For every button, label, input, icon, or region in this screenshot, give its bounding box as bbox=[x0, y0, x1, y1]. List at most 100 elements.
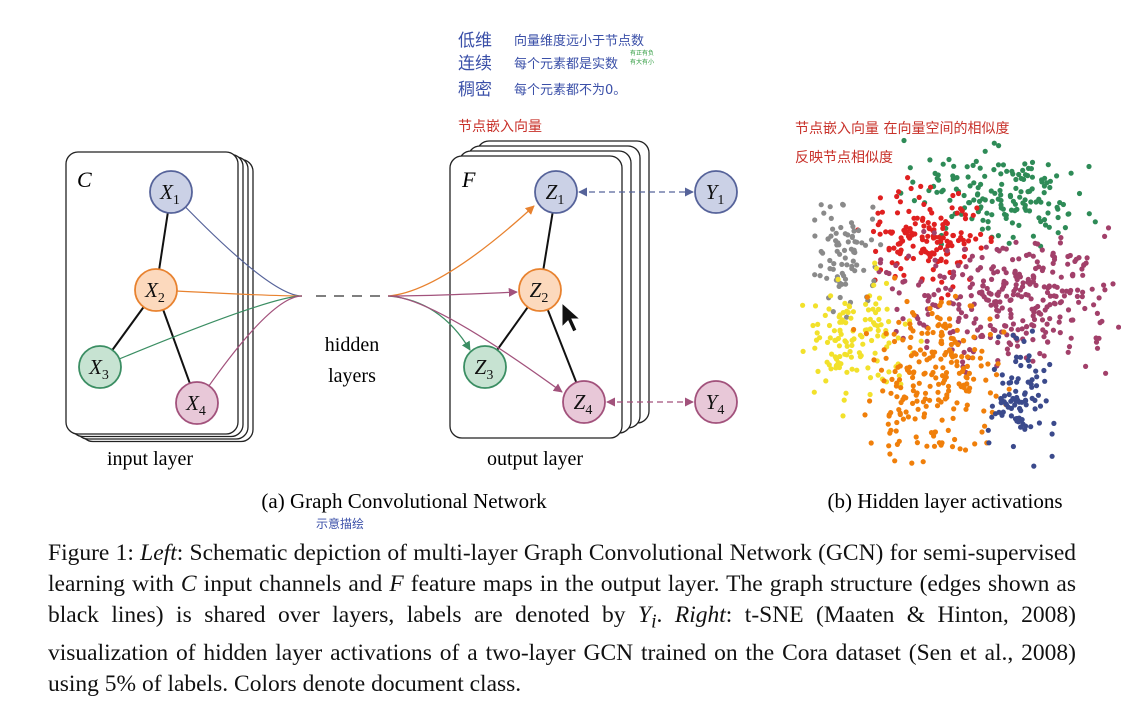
input-node-label-base: X bbox=[144, 278, 159, 302]
tsne-point bbox=[1030, 233, 1036, 239]
tsne-point bbox=[900, 279, 906, 285]
tsne-point bbox=[938, 299, 944, 305]
tsne-point bbox=[910, 243, 916, 249]
tsne-point bbox=[894, 306, 900, 312]
tsne-point bbox=[1033, 383, 1040, 389]
tsne-point bbox=[873, 265, 880, 271]
tsne-point bbox=[908, 325, 914, 331]
tsne-point bbox=[923, 403, 929, 409]
tsne-point bbox=[996, 334, 1002, 340]
tsne-point bbox=[1080, 289, 1086, 295]
tsne-point bbox=[950, 173, 956, 179]
tsne-point bbox=[881, 347, 887, 353]
tsne-point bbox=[921, 411, 928, 417]
tsne-point bbox=[933, 375, 939, 381]
tsne-point bbox=[1076, 190, 1083, 197]
tsne-plot bbox=[800, 137, 1121, 469]
tsne-point bbox=[999, 412, 1005, 418]
tsne-point bbox=[1018, 417, 1024, 423]
tsne-point bbox=[914, 440, 921, 446]
output-node-label: Z1 bbox=[546, 180, 565, 208]
tsne-point bbox=[1054, 284, 1060, 290]
tsne-point bbox=[1041, 334, 1047, 340]
tsne-point bbox=[955, 318, 961, 324]
tsne-point bbox=[968, 293, 974, 299]
tsne-point bbox=[918, 250, 924, 256]
tsne-point bbox=[1089, 286, 1095, 292]
tsne-point bbox=[987, 331, 994, 338]
tsne-point bbox=[876, 295, 883, 301]
tsne-point bbox=[1018, 408, 1024, 414]
tsne-point bbox=[1029, 159, 1036, 165]
tsne-point bbox=[954, 327, 960, 333]
tsne-point bbox=[1062, 225, 1068, 231]
tsne-point bbox=[924, 443, 930, 449]
tsne-point bbox=[862, 412, 868, 418]
tsne-point bbox=[1034, 374, 1040, 380]
tsne-point bbox=[945, 383, 952, 389]
tsne-point bbox=[988, 235, 994, 241]
tsne-point bbox=[800, 302, 806, 308]
tsne-point bbox=[991, 167, 997, 173]
tsne-point bbox=[908, 185, 914, 192]
tsne-point bbox=[940, 380, 946, 386]
tsne-point bbox=[871, 278, 877, 284]
tsne-point bbox=[1033, 199, 1039, 205]
tsne-point bbox=[1013, 185, 1019, 191]
tsne-point bbox=[842, 255, 848, 261]
tsne-point bbox=[850, 309, 857, 315]
tsne-point bbox=[1001, 211, 1008, 217]
tsne-point bbox=[1006, 240, 1012, 246]
tsne-point bbox=[932, 170, 938, 176]
tsne-point bbox=[851, 228, 857, 234]
tsne-point bbox=[844, 343, 850, 349]
tsne-point bbox=[963, 406, 969, 412]
tsne-point bbox=[863, 301, 869, 307]
tsne-point bbox=[1019, 326, 1025, 332]
tsne-point bbox=[1079, 294, 1085, 300]
tsne-point bbox=[1029, 322, 1035, 328]
tsne-point bbox=[925, 258, 932, 264]
tsne-point bbox=[972, 441, 978, 447]
channel-line bbox=[196, 295, 303, 404]
tsne-point bbox=[830, 309, 836, 315]
tsne-point bbox=[837, 251, 843, 257]
tsne-point bbox=[1099, 318, 1105, 324]
tsne-point bbox=[938, 399, 944, 405]
tsne-point bbox=[843, 281, 849, 287]
tsne-point bbox=[1014, 206, 1020, 212]
tsne-point bbox=[865, 365, 871, 371]
tsne-point bbox=[1009, 375, 1015, 381]
tsne-point bbox=[950, 232, 956, 239]
tsne-point bbox=[967, 233, 973, 239]
tsne-point bbox=[862, 317, 868, 323]
output-node-label-base: Z bbox=[530, 278, 542, 302]
tsne-point bbox=[840, 201, 846, 207]
tsne-point bbox=[958, 230, 964, 236]
tsne-point bbox=[841, 397, 847, 403]
tsne-point bbox=[811, 389, 817, 395]
tsne-point bbox=[1018, 175, 1024, 182]
tsne-point bbox=[991, 140, 997, 146]
tsne-point bbox=[859, 334, 865, 340]
tsne-point bbox=[910, 179, 916, 185]
caption: Figure 1: Left: Schematic depiction of m… bbox=[48, 538, 1076, 700]
input-node bbox=[78, 345, 122, 389]
tsne-point bbox=[931, 443, 938, 449]
tsne-point bbox=[1036, 420, 1042, 426]
tsne-point bbox=[984, 210, 990, 216]
tsne-point bbox=[943, 230, 949, 237]
output-node-label-sub: 3 bbox=[486, 368, 493, 383]
tsne-point bbox=[1040, 327, 1046, 333]
tsne-point bbox=[943, 370, 950, 376]
tsne-point bbox=[1017, 287, 1024, 293]
tsne-point bbox=[979, 289, 985, 295]
tsne-point bbox=[856, 227, 862, 234]
output-node-label: Z4 bbox=[574, 390, 593, 418]
tsne-point bbox=[1037, 403, 1044, 409]
tsne-point bbox=[1025, 379, 1031, 385]
tsne-point bbox=[1029, 328, 1035, 334]
tsne-point bbox=[900, 316, 906, 322]
tsne-point bbox=[891, 245, 897, 251]
tsne-point bbox=[889, 260, 895, 266]
